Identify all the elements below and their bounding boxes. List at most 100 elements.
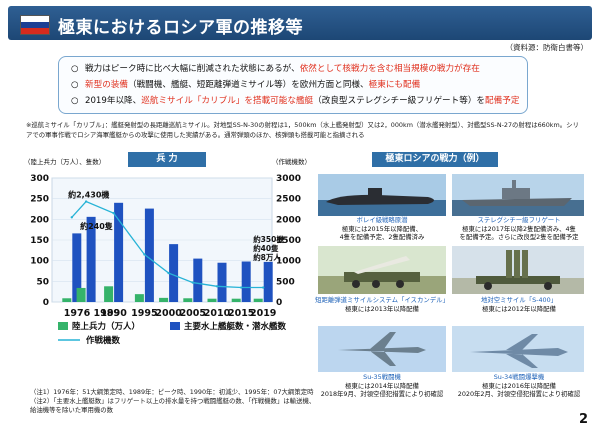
point-aircraft: [240, 286, 243, 289]
point-aircraft: [143, 253, 146, 256]
example-caption: 短距離弾道ミサイルシステム「イスカンデル」 極東には2013年以降配備: [312, 296, 452, 313]
flag-stripe-red: [21, 27, 49, 34]
chart-note-2: （注2）「主要水上艦艇数」はフリゲート以上の排水量を持つ戦闘艦艇の数、「作戦機数…: [30, 397, 316, 414]
chart-panel-tag: 兵 力: [128, 152, 206, 167]
bar-ground-forces: [62, 298, 72, 302]
y-right-label: （作戦機数）: [272, 157, 310, 166]
example-desc: 極東には2015年以降配備、: [341, 224, 423, 233]
point-aircraft: [215, 285, 219, 288]
source-note: （資料源：防衛白書等）: [505, 43, 589, 52]
example-name: Su-34戦闘爆撃機: [493, 373, 545, 381]
legend-swatch: [170, 322, 180, 330]
bullet-marker: ○: [71, 80, 79, 90]
example-name: Su-35戦闘機: [363, 373, 401, 381]
example-desc: 2018年9月、対領空侵犯措置により初確認: [320, 390, 444, 398]
example-desc: 2020年2月、対領空侵犯措置により初確認: [457, 390, 581, 398]
highlighted-text: 新型の装備: [85, 80, 128, 90]
bar-ground-forces: [207, 298, 217, 302]
y-right-tick: 1000: [276, 257, 301, 267]
bar-ground-forces: [159, 297, 169, 302]
summary-bullet: ○ 2019年以降、巡航ミサイル「カリブル」を搭載可能な艦艇（改良型ステレグシチー…: [71, 93, 519, 109]
example-desc: 極東には2012年以降配備: [482, 304, 556, 313]
highlighted-text: 極東にも配備: [368, 80, 421, 90]
example-desc: 極東には2014年以降配備: [345, 381, 419, 390]
bar-ground-forces: [134, 294, 144, 302]
example-name: ボレイ級戦略原潜: [356, 216, 408, 224]
x-tick-label: 2015: [228, 308, 254, 319]
bullet-marker: ○: [71, 64, 79, 74]
annotation: 約8万人: [253, 252, 281, 262]
bar-ground-forces: [183, 298, 193, 302]
bar-vessels: [193, 258, 203, 302]
iskander-photo: [318, 246, 446, 294]
example-desc: 4隻を配備予定、2隻配備済み: [339, 233, 425, 241]
force-chart: 0501001502002503000500100015002000250030…: [24, 157, 310, 346]
example-desc: 極東には2016年以降配備: [482, 381, 556, 390]
x-tick-label: 1976 1989: [64, 308, 120, 319]
submarine-photo: [318, 174, 446, 216]
y-left-tick: 200: [30, 215, 49, 225]
point-aircraft: [84, 200, 88, 203]
highlighted-text: 巡航ミサイル「カリブル」を搭載可能な艦艇: [141, 96, 314, 106]
example-caption: ステレグシチー級フリゲート 極東には2017年以降2隻配備済み、4隻 を配備予定…: [448, 216, 590, 242]
legend-label: 主要水上艦艇数・潜水艦数: [184, 321, 287, 332]
legend-label: 作戦機数: [86, 335, 121, 346]
bar-vessels: [144, 208, 154, 302]
annotation: 約240隻: [80, 221, 113, 231]
frigate-icon: [462, 198, 572, 206]
sam-launcher-icon: [476, 276, 560, 284]
bar-ground-forces: [253, 298, 263, 302]
bar-ground-forces: [76, 287, 86, 302]
x-tick-label: 1995: [131, 308, 157, 319]
example-name: ステレグシチー級フリゲート: [477, 216, 561, 224]
summary-box: ○ 戦力はピーク時に比べ大幅に削減された状態にあるが、依然として核戦力を含む相当規…: [58, 56, 528, 114]
bar-vessels: [72, 233, 82, 302]
fighter-jet-icon: [338, 332, 426, 366]
summary-bullet: ○ 戦力はピーク時に比べ大幅に削減された状態にあるが、依然として核戦力を含む相当規…: [71, 61, 515, 77]
point-aircraft: [112, 211, 115, 215]
y-right-tick: 0: [276, 298, 282, 308]
bullet-text: （改良型ステレグシチー級フリゲート等）を: [313, 96, 486, 106]
x-tick-label: 2019: [250, 308, 276, 319]
x-tick-label: 2000: [155, 308, 182, 319]
x-tick-label: 2005: [180, 308, 206, 319]
point-aircraft: [70, 216, 73, 219]
title-bar: 極東におけるロシア軍の推移等: [8, 6, 592, 40]
legend-label: 陸上兵力（万人）: [72, 321, 140, 332]
y-right-tick: 2500: [276, 195, 301, 205]
highlighted-text: 配備予定: [485, 96, 520, 106]
example-desc: 極東には2013年以降配備: [345, 304, 419, 313]
example-desc: を配備予定。さらに改良型2隻を配備予定: [459, 233, 579, 241]
y-left-tick: 0: [43, 298, 49, 308]
annotation: 約2,430機: [68, 190, 109, 200]
example-name: 地対空ミサイル「S-400」: [480, 296, 558, 304]
submarine-icon: [326, 194, 434, 205]
y-left-tick: 150: [30, 236, 49, 246]
flag-stripe-blue: [21, 21, 49, 28]
bar-vessels: [114, 202, 124, 302]
y-left-tick: 250: [30, 195, 49, 205]
bullet-text: 戦力はピーク時に比べ大幅に削減された状態にあるが、: [85, 64, 300, 74]
annotation: 約350機: [253, 234, 284, 244]
page-title: 極東におけるロシア軍の推移等: [58, 18, 303, 38]
y-left-label: （陸上兵力（万人）、隻数）: [24, 157, 105, 166]
example-caption: ボレイ級戦略原潜 極東には2015年以降配備、 4隻を配備予定、2隻配備済み: [316, 216, 448, 242]
chart-notes: （注1）1976年：51大綱策定時、1989年：ピーク時、1990年：初減少、1…: [30, 388, 320, 415]
russian-flag-icon: [20, 15, 50, 35]
bar-vessels: [263, 261, 273, 302]
missile-launcher-icon: [344, 272, 420, 282]
y-right-tick: 500: [276, 277, 295, 287]
bar-vessels: [217, 262, 227, 302]
bar-vessels: [86, 216, 96, 302]
point-aircraft: [191, 281, 194, 284]
annotation: 約40隻: [253, 243, 279, 253]
legend-swatch: [58, 322, 68, 330]
y-left-tick: 100: [30, 257, 49, 267]
example-caption: 地対空ミサイル「S-400」 極東には2012年以降配備: [448, 296, 590, 313]
example-name: 短距離弾道ミサイルシステム「イスカンデル」: [315, 296, 449, 304]
example-desc: 極東には2017年以降2隻配備済み、4隻: [462, 224, 576, 233]
summary-bullet: ○ 新型の装備（戦闘機、艦艇、短距離弾道ミサイル等）を欧州方面と同様、極東にも配備: [71, 77, 515, 93]
examples-panel-tag: 極東ロシアの戦力（例）: [372, 152, 498, 167]
y-right-tick: 3000: [276, 174, 301, 184]
bar-vessels: [241, 261, 251, 302]
